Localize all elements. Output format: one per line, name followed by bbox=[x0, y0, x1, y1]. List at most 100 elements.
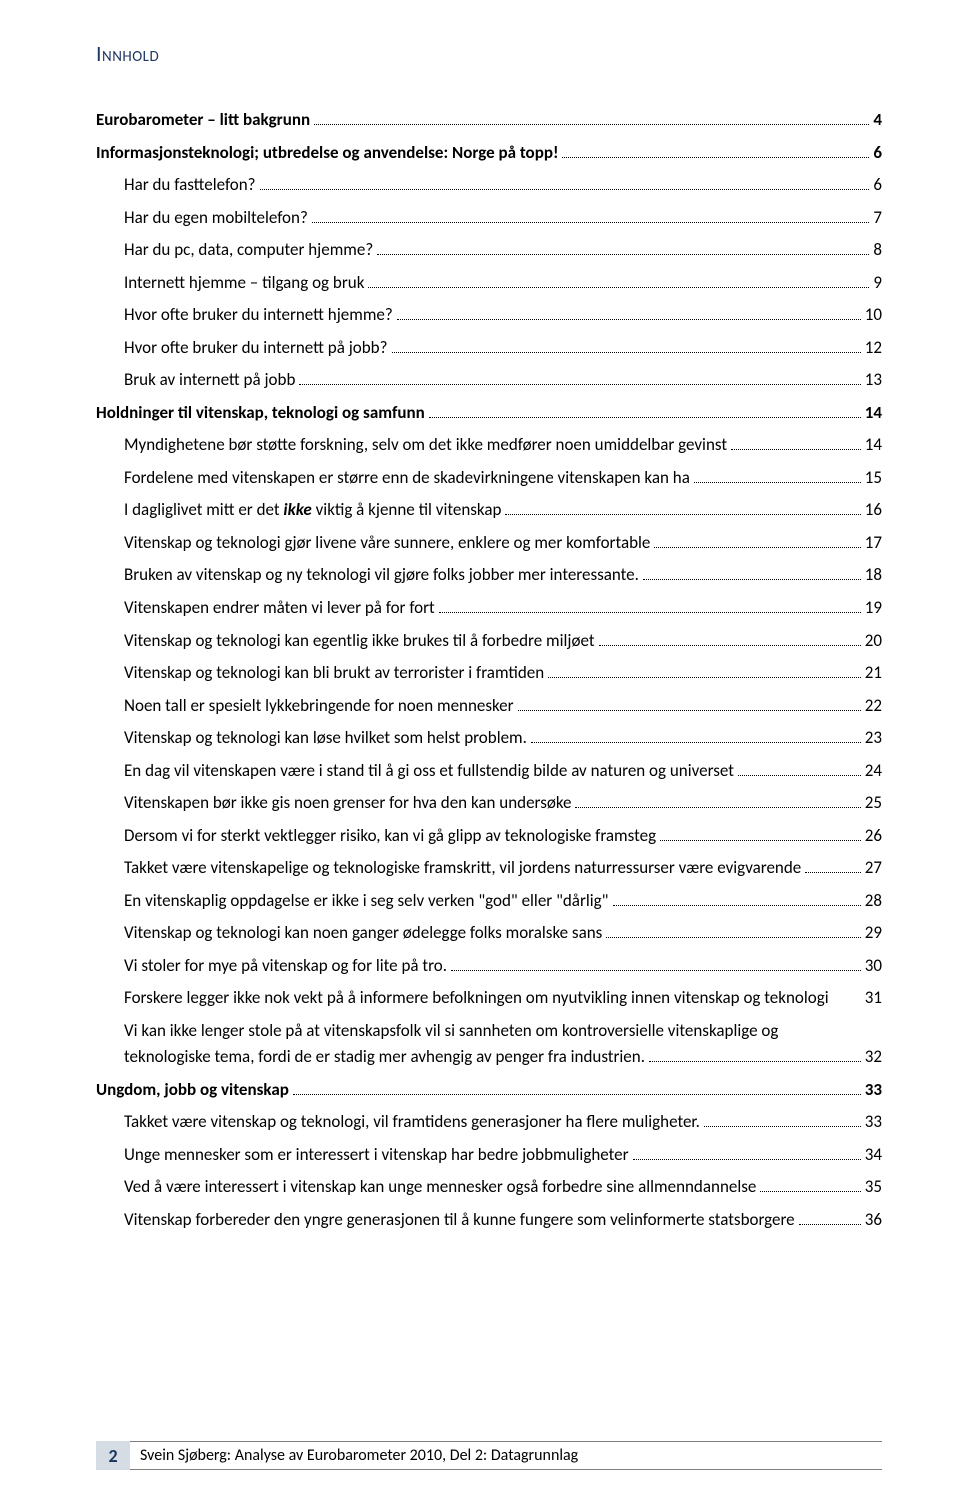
toc-line: Internett hjemme – tilgang og bruk 9 bbox=[124, 270, 882, 296]
toc-page-number: 18 bbox=[865, 562, 882, 588]
toc-leader bbox=[660, 828, 861, 841]
toc-line: I dagliglivet mitt er det ikke viktig å … bbox=[124, 497, 882, 523]
toc-page-number: 32 bbox=[865, 1044, 882, 1070]
toc-page-number: 6 bbox=[873, 140, 882, 166]
toc-title: Bruken av vitenskap og ny teknologi vil … bbox=[124, 562, 639, 588]
toc-title: Fordelene med vitenskapen er større enn … bbox=[124, 465, 690, 491]
toc-line: Forskere legger ikke nok vekt på å infor… bbox=[124, 985, 882, 1011]
toc-title: Vi kan ikke lenger stole på at vitenskap… bbox=[124, 1018, 882, 1044]
toc-title: Eurobarometer – litt bakgrunn bbox=[96, 107, 310, 133]
toc-title: I dagliglivet mitt er det ikke viktig å … bbox=[124, 497, 501, 523]
toc-line: Noen tall er spesielt lykkebringende for… bbox=[124, 693, 882, 719]
toc-page-number: 23 bbox=[865, 725, 882, 751]
toc-leader bbox=[531, 730, 861, 743]
toc-leader bbox=[649, 1049, 861, 1062]
toc-leader bbox=[833, 991, 861, 1003]
toc-page-number: 21 bbox=[865, 660, 882, 686]
toc-line: Vitenskap forbereder den yngre generasjo… bbox=[124, 1207, 882, 1233]
toc-line: Informasjonsteknologi; utbredelse og anv… bbox=[96, 140, 882, 166]
toc-title: Ved å være interessert i vitenskap kan u… bbox=[124, 1174, 756, 1200]
toc-line: Takket være vitenskap og teknologi, vil … bbox=[124, 1109, 882, 1135]
toc-leader bbox=[799, 1212, 861, 1225]
toc-leader bbox=[299, 372, 860, 385]
toc-leader bbox=[293, 1082, 861, 1095]
toc-page-number: 24 bbox=[865, 758, 882, 784]
toc-line: Eurobarometer – litt bakgrunn 4 bbox=[96, 107, 882, 133]
toc-leader bbox=[518, 698, 861, 711]
toc-page-number: 30 bbox=[865, 953, 882, 979]
toc-line: En vitenskaplig oppdagelse er ikke i seg… bbox=[124, 888, 882, 914]
toc-page-number: 19 bbox=[865, 595, 882, 621]
toc-line: Vi kan ikke lenger stole på at vitenskap… bbox=[124, 1018, 882, 1071]
toc-page-number: 34 bbox=[865, 1142, 882, 1168]
toc-line: Har du pc, data, computer hjemme? 8 bbox=[124, 237, 882, 263]
toc-leader bbox=[704, 1114, 861, 1127]
toc-leader bbox=[314, 112, 869, 125]
toc-leader bbox=[392, 340, 861, 353]
toc-title: En dag vil vitenskapen være i stand til … bbox=[124, 758, 734, 784]
toc-leader bbox=[654, 535, 860, 548]
toc-title: Hvor ofte bruker du internett på jobb? bbox=[124, 335, 388, 361]
document-page: Innhold Eurobarometer – litt bakgrunn 4I… bbox=[0, 0, 960, 1488]
toc-line: Holdninger til vitenskap, teknologi og s… bbox=[96, 400, 882, 426]
page-number: 2 bbox=[96, 1441, 130, 1470]
toc-page-number: 10 bbox=[865, 302, 882, 328]
toc-title: Vitenskap og teknologi kan noen ganger ø… bbox=[124, 920, 602, 946]
toc-leader bbox=[599, 633, 861, 646]
toc-title: Ungdom, jobb og vitenskap bbox=[96, 1077, 289, 1103]
toc-title: teknologiske tema, fordi de er stadig me… bbox=[124, 1044, 645, 1070]
toc-leader bbox=[738, 763, 861, 776]
toc-line: Vitenskap og teknologi kan egentlig ikke… bbox=[124, 628, 882, 654]
toc-leader bbox=[377, 242, 869, 255]
toc-page-number: 20 bbox=[865, 628, 882, 654]
toc-title: Internett hjemme – tilgang og bruk bbox=[124, 270, 364, 296]
toc-title: Vitenskap og teknologi kan bli brukt av … bbox=[124, 660, 544, 686]
toc-title: Vitenskap forbereder den yngre generasjo… bbox=[124, 1207, 795, 1233]
toc-page-number: 28 bbox=[865, 888, 882, 914]
toc-title: Vitenskap og teknologi kan egentlig ikke… bbox=[124, 628, 595, 654]
toc-title: Unge mennesker som er interessert i vite… bbox=[124, 1142, 629, 1168]
toc-title: Hvor ofte bruker du internett hjemme? bbox=[124, 302, 393, 328]
toc-line: Ungdom, jobb og vitenskap 33 bbox=[96, 1077, 882, 1103]
toc-title: Forskere legger ikke nok vekt på å infor… bbox=[124, 985, 829, 1011]
toc-page-number: 6 bbox=[873, 172, 882, 198]
toc-page-number: 15 bbox=[865, 465, 882, 491]
toc-line: Bruken av vitenskap og ny teknologi vil … bbox=[124, 562, 882, 588]
toc-line: Vitenskapen endrer måten vi lever på for… bbox=[124, 595, 882, 621]
toc-leader bbox=[260, 177, 870, 190]
toc-page-number: 14 bbox=[865, 400, 882, 426]
toc-leader bbox=[451, 958, 861, 971]
toc-page-number: 12 bbox=[865, 335, 882, 361]
toc-leader bbox=[397, 307, 861, 320]
toc-title: Dersom vi for sterkt vektlegger risiko, … bbox=[124, 823, 656, 849]
toc-title: Myndighetene bør støtte forskning, selv … bbox=[124, 432, 727, 458]
toc-leader bbox=[439, 600, 861, 613]
toc-leader bbox=[505, 502, 860, 515]
toc-line: Vitenskap og teknologi kan løse hvilket … bbox=[124, 725, 882, 751]
toc-line: Vitenskapen bør ikke gis noen grenser fo… bbox=[124, 790, 882, 816]
toc-page-number: 7 bbox=[873, 205, 882, 231]
toc-line: Myndighetene bør støtte forskning, selv … bbox=[124, 432, 882, 458]
toc-leader bbox=[760, 1179, 860, 1192]
toc-page-number: 35 bbox=[865, 1174, 882, 1200]
toc-line: Vitenskap og teknologi kan noen ganger ø… bbox=[124, 920, 882, 946]
toc-leader bbox=[548, 665, 861, 678]
toc-leader bbox=[633, 1147, 861, 1160]
toc-line: Har du fasttelefon? 6 bbox=[124, 172, 882, 198]
toc-page-number: 16 bbox=[865, 497, 882, 523]
toc-line: Fordelene med vitenskapen er større enn … bbox=[124, 465, 882, 491]
footer-text: Svein Sjøberg: Analyse av Eurobarometer … bbox=[130, 1441, 882, 1470]
toc-page-number: 17 bbox=[865, 530, 882, 556]
toc-title: Vitenskapen bør ikke gis noen grenser fo… bbox=[124, 790, 571, 816]
toc-line: Ved å være interessert i vitenskap kan u… bbox=[124, 1174, 882, 1200]
toc-page-number: 29 bbox=[865, 920, 882, 946]
toc-title: Holdninger til vitenskap, teknologi og s… bbox=[96, 400, 425, 426]
toc-line: Har du egen mobiltelefon? 7 bbox=[124, 205, 882, 231]
toc-title: Vitenskap og teknologi kan løse hvilket … bbox=[124, 725, 527, 751]
toc-line: Vitenskap og teknologi gjør livene våre … bbox=[124, 530, 882, 556]
toc-page-number: 27 bbox=[865, 855, 882, 881]
toc-page-number: 31 bbox=[865, 985, 882, 1011]
toc-title: Informasjonsteknologi; utbredelse og anv… bbox=[96, 140, 558, 166]
toc-leader bbox=[731, 437, 861, 450]
toc-page-number: 22 bbox=[865, 693, 882, 719]
